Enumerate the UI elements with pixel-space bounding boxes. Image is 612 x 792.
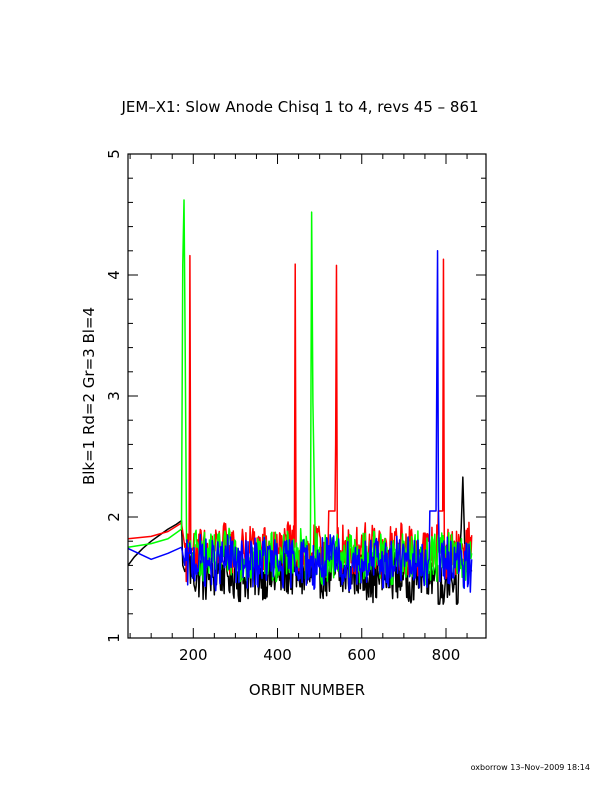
tick-labels: 200 400 600 800 1 2 3 4 5 <box>105 149 460 664</box>
plot-series <box>127 199 473 605</box>
y-tick-label: 1 <box>105 633 123 643</box>
y-tick-label: 5 <box>105 149 123 159</box>
y-tick-label: 2 <box>105 512 123 522</box>
y-tick-label: 3 <box>105 391 123 401</box>
x-tick-label: 600 <box>347 646 376 664</box>
series-line-4 <box>127 250 473 593</box>
x-tick-label: 400 <box>263 646 292 664</box>
chart-title: JEM–X1: Slow Anode Chisq 1 to 4, revs 45… <box>120 98 478 116</box>
footer-credit: oxborrow 13–Nov–2009 18:14 <box>471 763 590 772</box>
axis-ticks <box>128 153 486 639</box>
x-tick-label: 800 <box>432 646 461 664</box>
x-axis-label: ORBIT NUMBER <box>249 681 365 699</box>
y-axis-label: Blk=1 Rd=2 Gr=3 Bl=4 <box>80 307 98 485</box>
series-line-3 <box>127 199 473 589</box>
x-tick-label: 200 <box>179 646 208 664</box>
y-tick-label: 4 <box>105 270 123 280</box>
series-line-2 <box>127 254 473 583</box>
